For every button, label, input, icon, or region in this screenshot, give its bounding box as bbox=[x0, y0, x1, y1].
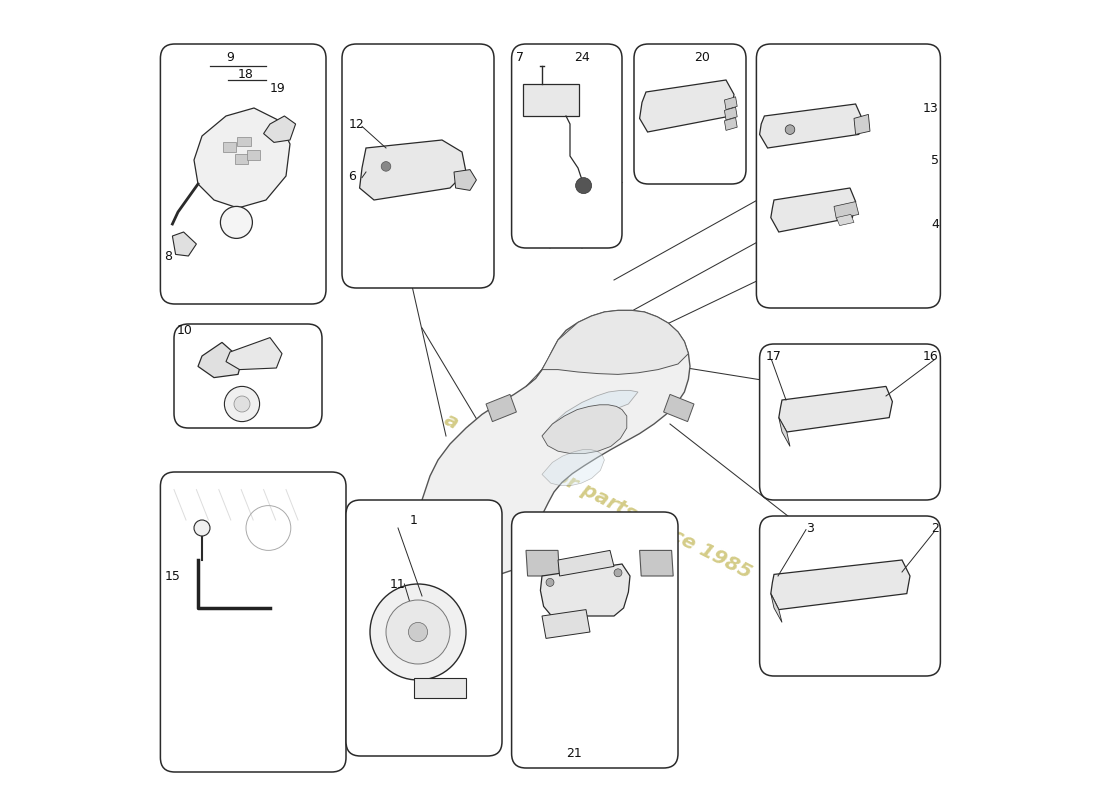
FancyBboxPatch shape bbox=[512, 44, 621, 248]
Polygon shape bbox=[540, 564, 630, 616]
Polygon shape bbox=[542, 405, 627, 454]
Circle shape bbox=[194, 520, 210, 536]
Polygon shape bbox=[526, 550, 560, 576]
Polygon shape bbox=[771, 560, 910, 610]
Polygon shape bbox=[486, 394, 516, 422]
Polygon shape bbox=[760, 104, 862, 148]
Polygon shape bbox=[779, 418, 790, 446]
Text: 12: 12 bbox=[349, 118, 364, 130]
Polygon shape bbox=[418, 310, 690, 576]
Circle shape bbox=[220, 206, 252, 238]
Circle shape bbox=[546, 578, 554, 586]
FancyBboxPatch shape bbox=[161, 44, 326, 304]
Text: 18: 18 bbox=[238, 68, 254, 81]
Polygon shape bbox=[542, 610, 590, 638]
FancyBboxPatch shape bbox=[757, 44, 940, 308]
Polygon shape bbox=[725, 118, 737, 130]
Text: 9: 9 bbox=[227, 51, 234, 64]
Circle shape bbox=[370, 584, 466, 680]
Circle shape bbox=[234, 396, 250, 412]
FancyBboxPatch shape bbox=[512, 512, 678, 768]
Text: 5: 5 bbox=[931, 154, 938, 166]
Polygon shape bbox=[173, 232, 197, 256]
Polygon shape bbox=[558, 550, 614, 576]
Bar bbox=[238, 137, 251, 146]
Bar bbox=[223, 142, 236, 152]
Polygon shape bbox=[226, 338, 282, 370]
Text: 2: 2 bbox=[931, 522, 938, 534]
Polygon shape bbox=[834, 202, 859, 219]
Text: 17: 17 bbox=[766, 350, 782, 362]
FancyBboxPatch shape bbox=[634, 44, 746, 184]
Polygon shape bbox=[542, 390, 638, 436]
Polygon shape bbox=[854, 114, 870, 134]
Polygon shape bbox=[454, 170, 476, 190]
Bar bbox=[234, 154, 249, 164]
FancyBboxPatch shape bbox=[760, 516, 940, 676]
Polygon shape bbox=[198, 342, 242, 378]
Polygon shape bbox=[725, 97, 737, 110]
Text: 10: 10 bbox=[176, 324, 192, 337]
Polygon shape bbox=[779, 386, 892, 432]
Text: 19: 19 bbox=[271, 82, 286, 94]
Text: 20: 20 bbox=[694, 51, 710, 64]
FancyBboxPatch shape bbox=[161, 472, 346, 772]
Text: 6: 6 bbox=[349, 170, 356, 182]
Text: 11: 11 bbox=[390, 578, 406, 590]
Text: 16: 16 bbox=[923, 350, 938, 362]
Text: 8: 8 bbox=[164, 250, 173, 262]
Bar bbox=[414, 678, 466, 698]
Text: 13: 13 bbox=[923, 102, 938, 114]
Text: a passion for parts since 1985: a passion for parts since 1985 bbox=[441, 410, 755, 582]
Circle shape bbox=[386, 600, 450, 664]
FancyBboxPatch shape bbox=[760, 344, 940, 500]
Text: 7: 7 bbox=[516, 51, 524, 64]
Text: 3: 3 bbox=[806, 522, 814, 534]
Circle shape bbox=[408, 622, 428, 642]
Text: 24: 24 bbox=[574, 51, 590, 64]
FancyBboxPatch shape bbox=[346, 500, 502, 756]
Bar bbox=[246, 150, 261, 160]
Polygon shape bbox=[836, 214, 854, 226]
Polygon shape bbox=[639, 550, 673, 576]
Circle shape bbox=[614, 569, 622, 577]
Polygon shape bbox=[639, 80, 734, 132]
Circle shape bbox=[382, 162, 390, 171]
Text: 4: 4 bbox=[931, 218, 938, 230]
FancyBboxPatch shape bbox=[342, 44, 494, 288]
Polygon shape bbox=[771, 188, 856, 232]
Text: 1: 1 bbox=[410, 514, 418, 526]
Polygon shape bbox=[771, 594, 782, 622]
Polygon shape bbox=[542, 450, 604, 486]
Polygon shape bbox=[663, 394, 694, 422]
Circle shape bbox=[575, 178, 592, 194]
Circle shape bbox=[785, 125, 795, 134]
Text: 21: 21 bbox=[566, 747, 582, 760]
Polygon shape bbox=[360, 140, 466, 200]
Polygon shape bbox=[725, 107, 737, 120]
FancyBboxPatch shape bbox=[174, 324, 322, 428]
Polygon shape bbox=[526, 310, 689, 386]
Bar bbox=[522, 84, 579, 116]
Text: 15: 15 bbox=[164, 570, 180, 582]
Circle shape bbox=[224, 386, 260, 422]
Polygon shape bbox=[194, 108, 290, 208]
Polygon shape bbox=[264, 116, 296, 142]
